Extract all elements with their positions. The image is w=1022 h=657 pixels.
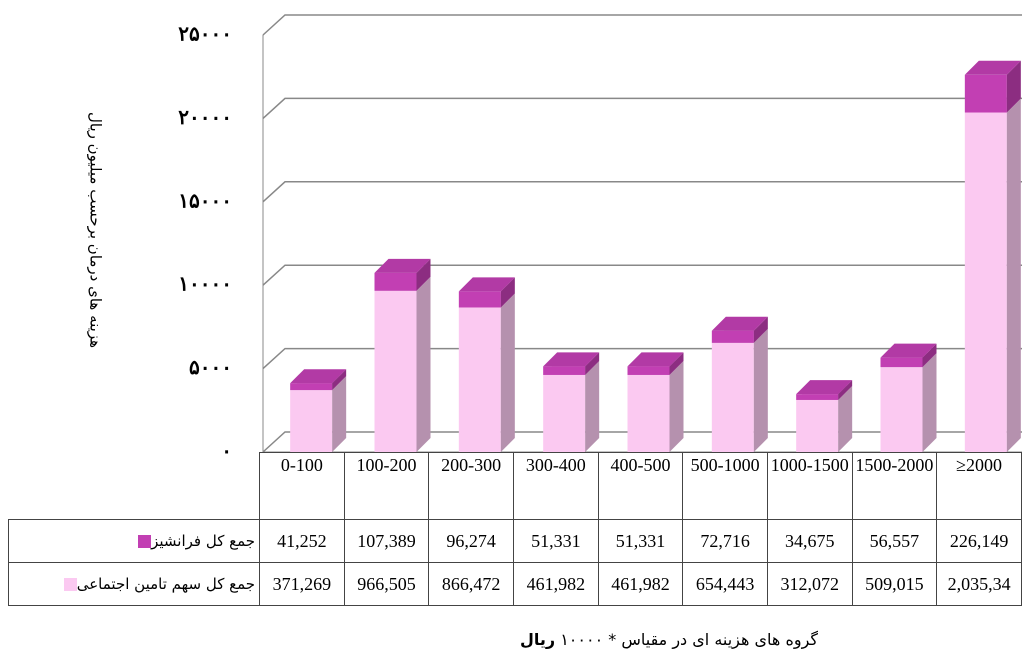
category-label: 0-100	[260, 453, 345, 520]
bar	[543, 375, 585, 452]
bar	[628, 366, 670, 375]
page: هزینه های درمان برحسب میلیون ریال ٠۵۰۰۰۱…	[0, 0, 1022, 657]
bar-side	[1007, 99, 1021, 452]
bar	[459, 291, 501, 307]
bar-side	[754, 329, 768, 452]
legend-swatch	[138, 535, 151, 548]
bar	[965, 75, 1007, 113]
value-label: 96,274	[429, 520, 514, 563]
category-label: 400-500	[598, 453, 683, 520]
bar	[796, 400, 838, 452]
y-tick-label: ۵۰۰۰	[189, 355, 232, 379]
category-label: ≥2000	[937, 453, 1022, 520]
value-label: 56,557	[852, 520, 937, 563]
value-label: 2,035,34	[937, 563, 1022, 606]
value-label: 226,149	[937, 520, 1022, 563]
value-label: 371,269	[260, 563, 345, 606]
grid-line	[263, 15, 1022, 35]
bar-side	[585, 361, 599, 452]
blank-cell	[9, 453, 260, 520]
bar	[965, 113, 1007, 452]
legend-swatch	[64, 578, 77, 591]
category-label: 1000-1500	[767, 453, 852, 520]
bar	[881, 358, 923, 367]
value-label: 72,716	[683, 520, 768, 563]
bar-side	[670, 361, 684, 452]
legend-cell: جمع کل سهم تامین اجتماعی	[9, 563, 260, 606]
value-label: 866,472	[429, 563, 514, 606]
bar	[543, 366, 585, 375]
category-label: 300-400	[514, 453, 599, 520]
x-label-unit: ریال	[520, 630, 555, 649]
bar-side	[923, 353, 937, 452]
bar	[881, 367, 923, 452]
y-tick-label: ۱۵۰۰۰	[178, 188, 232, 212]
bar	[712, 331, 754, 343]
x-label-text: گروه های هزینه ای در مقیاس * ۱۰۰۰۰	[560, 630, 818, 649]
value-label: 51,331	[514, 520, 599, 563]
bar	[290, 383, 332, 390]
category-label: 200-300	[429, 453, 514, 520]
legend-cell: جمع کل فرانشیز	[9, 520, 260, 563]
bar	[628, 375, 670, 452]
y-tick-label: ۲۵۰۰۰	[178, 22, 232, 46]
bar	[375, 291, 417, 452]
y-tick-label: ۱۰۰۰۰	[178, 272, 232, 296]
legend-label: جمع کل فرانشیز	[151, 532, 255, 550]
bar-side	[417, 277, 431, 452]
y-axis-label: هزینه های درمان برحسب میلیون ریال	[87, 112, 105, 348]
grid-line	[263, 98, 1022, 118]
category-label: 100-200	[344, 453, 429, 520]
bar-side	[501, 293, 515, 452]
value-label: 51,331	[598, 520, 683, 563]
value-label: 312,072	[767, 563, 852, 606]
value-label: 461,982	[598, 563, 683, 606]
value-label: 461,982	[514, 563, 599, 606]
value-label: 34,675	[767, 520, 852, 563]
legend-label: جمع کل سهم تامین اجتماعی	[77, 575, 255, 593]
bar	[290, 390, 332, 452]
y-tick-label: ۲۰۰۰۰	[178, 105, 232, 129]
grid-line	[263, 182, 1022, 202]
value-label: 966,505	[344, 563, 429, 606]
value-label: 107,389	[344, 520, 429, 563]
bar	[712, 343, 754, 452]
bar	[796, 394, 838, 400]
category-label: 500-1000	[683, 453, 768, 520]
x-axis-label: گروه های هزینه ای در مقیاس * ۱۰۰۰۰ ریال	[520, 630, 818, 649]
value-label: 41,252	[260, 520, 345, 563]
value-label: 654,443	[683, 563, 768, 606]
value-label: 509,015	[852, 563, 937, 606]
category-label: 1500-2000	[852, 453, 937, 520]
bar	[375, 273, 417, 291]
bar	[459, 307, 501, 452]
